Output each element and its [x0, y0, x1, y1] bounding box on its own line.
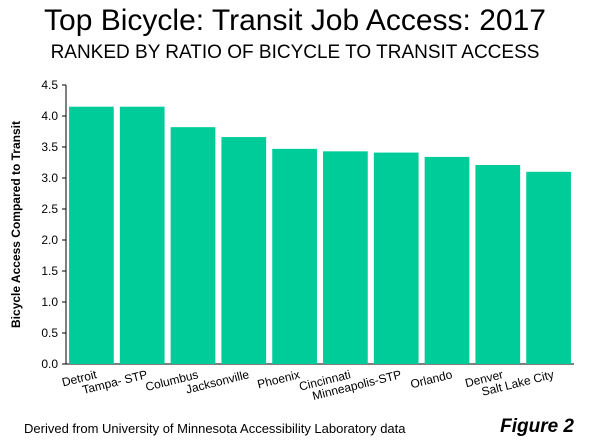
y-tick-label: 1.5: [41, 264, 58, 278]
y-tick-label: 3.5: [41, 140, 58, 154]
x-category-label: Orlando: [409, 367, 454, 391]
chart-subtitle: RANKED BY RATIO OF BICYCLE TO TRANSIT AC…: [50, 42, 540, 63]
bar: [119, 106, 165, 364]
y-tick-label: 4.0: [41, 109, 58, 123]
figure-label: Figure 2: [500, 416, 574, 437]
bar: [323, 151, 368, 364]
y-tick-label: 0.5: [41, 326, 58, 340]
bar: [170, 127, 216, 364]
y-tick-label: 2.5: [41, 202, 58, 216]
data-source-note: Derived from University of Minnesota Acc…: [24, 421, 406, 436]
y-tick-label: 0.0: [41, 357, 58, 371]
y-axis-title: Bicycle Access Compared to Transit: [9, 121, 23, 328]
bar: [221, 137, 267, 364]
bar: [272, 148, 317, 364]
bar: [69, 106, 114, 364]
bar: [373, 152, 419, 364]
bar: [424, 156, 470, 364]
bar: [475, 164, 521, 364]
y-tick-label: 1.0: [41, 295, 58, 309]
y-tick-label: 3.0: [41, 171, 58, 185]
bar: [526, 171, 571, 364]
x-category-label: Phoenix: [256, 367, 301, 391]
chart-title: Top Bicycle: Transit Job Access: 2017: [44, 4, 546, 37]
y-tick-label: 2.0: [41, 233, 58, 247]
y-tick-label: 4.5: [41, 78, 58, 92]
